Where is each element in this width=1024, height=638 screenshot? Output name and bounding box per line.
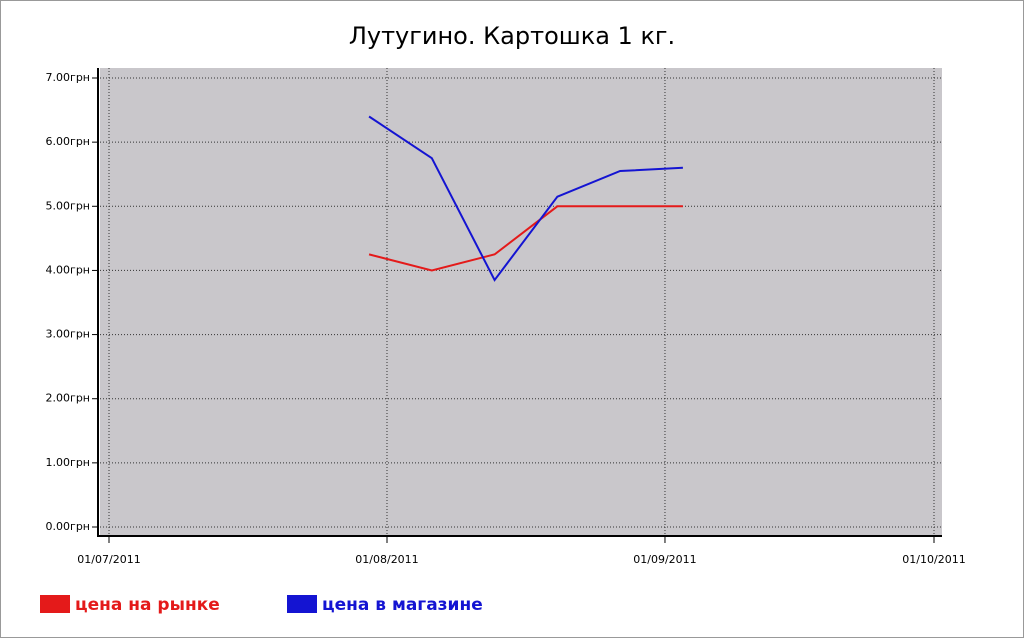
x-tick-label: 01/10/2011 xyxy=(902,553,965,566)
y-tick-label: 7.00грн xyxy=(46,71,90,84)
y-tick-label: 0.00грн xyxy=(46,520,90,533)
series-line xyxy=(368,205,683,272)
legend-label: цена в магазине xyxy=(322,595,483,615)
y-tick-label: 6.00грн xyxy=(46,135,90,148)
y-tick-label: 4.00грн xyxy=(46,263,90,276)
chart-title: Лутугино. Картошка 1 кг. xyxy=(349,22,675,50)
y-tick-label: 5.00грн xyxy=(46,199,90,212)
series-line xyxy=(368,115,683,282)
legend-swatch xyxy=(287,595,317,613)
x-tick-label: 01/07/2011 xyxy=(77,553,140,566)
legend-swatch xyxy=(40,595,70,613)
x-tick-label: 01/09/2011 xyxy=(633,553,696,566)
plot-area xyxy=(100,68,942,535)
x-tick-label: 01/08/2011 xyxy=(355,553,418,566)
y-tick-label: 2.00грн xyxy=(46,392,90,405)
y-tick-label: 1.00грн xyxy=(46,456,90,469)
y-tick-label: 3.00грн xyxy=(46,328,90,341)
legend-label: цена на рынке xyxy=(75,595,220,615)
